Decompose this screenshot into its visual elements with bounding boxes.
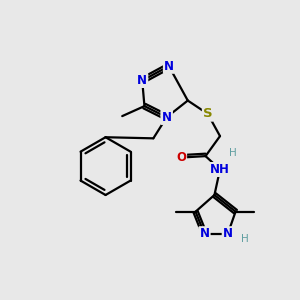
Text: H: H bbox=[230, 148, 237, 158]
Text: O: O bbox=[176, 151, 186, 164]
Text: N: N bbox=[162, 111, 172, 124]
Text: N: N bbox=[223, 227, 233, 240]
Text: N: N bbox=[164, 60, 174, 73]
Text: H: H bbox=[230, 148, 237, 158]
Text: N: N bbox=[137, 74, 147, 87]
Text: N: N bbox=[223, 227, 233, 240]
Text: N: N bbox=[200, 227, 209, 240]
Text: H: H bbox=[241, 234, 248, 244]
Text: S: S bbox=[203, 107, 213, 120]
Text: NH: NH bbox=[210, 163, 230, 176]
Text: O: O bbox=[176, 151, 186, 164]
Text: N: N bbox=[200, 227, 209, 240]
Text: N: N bbox=[162, 111, 172, 124]
Text: S: S bbox=[203, 107, 213, 120]
Text: N: N bbox=[162, 111, 172, 124]
Text: N: N bbox=[164, 60, 174, 73]
Text: N: N bbox=[137, 74, 147, 87]
Text: H: H bbox=[241, 234, 248, 244]
Text: NH: NH bbox=[210, 163, 230, 176]
